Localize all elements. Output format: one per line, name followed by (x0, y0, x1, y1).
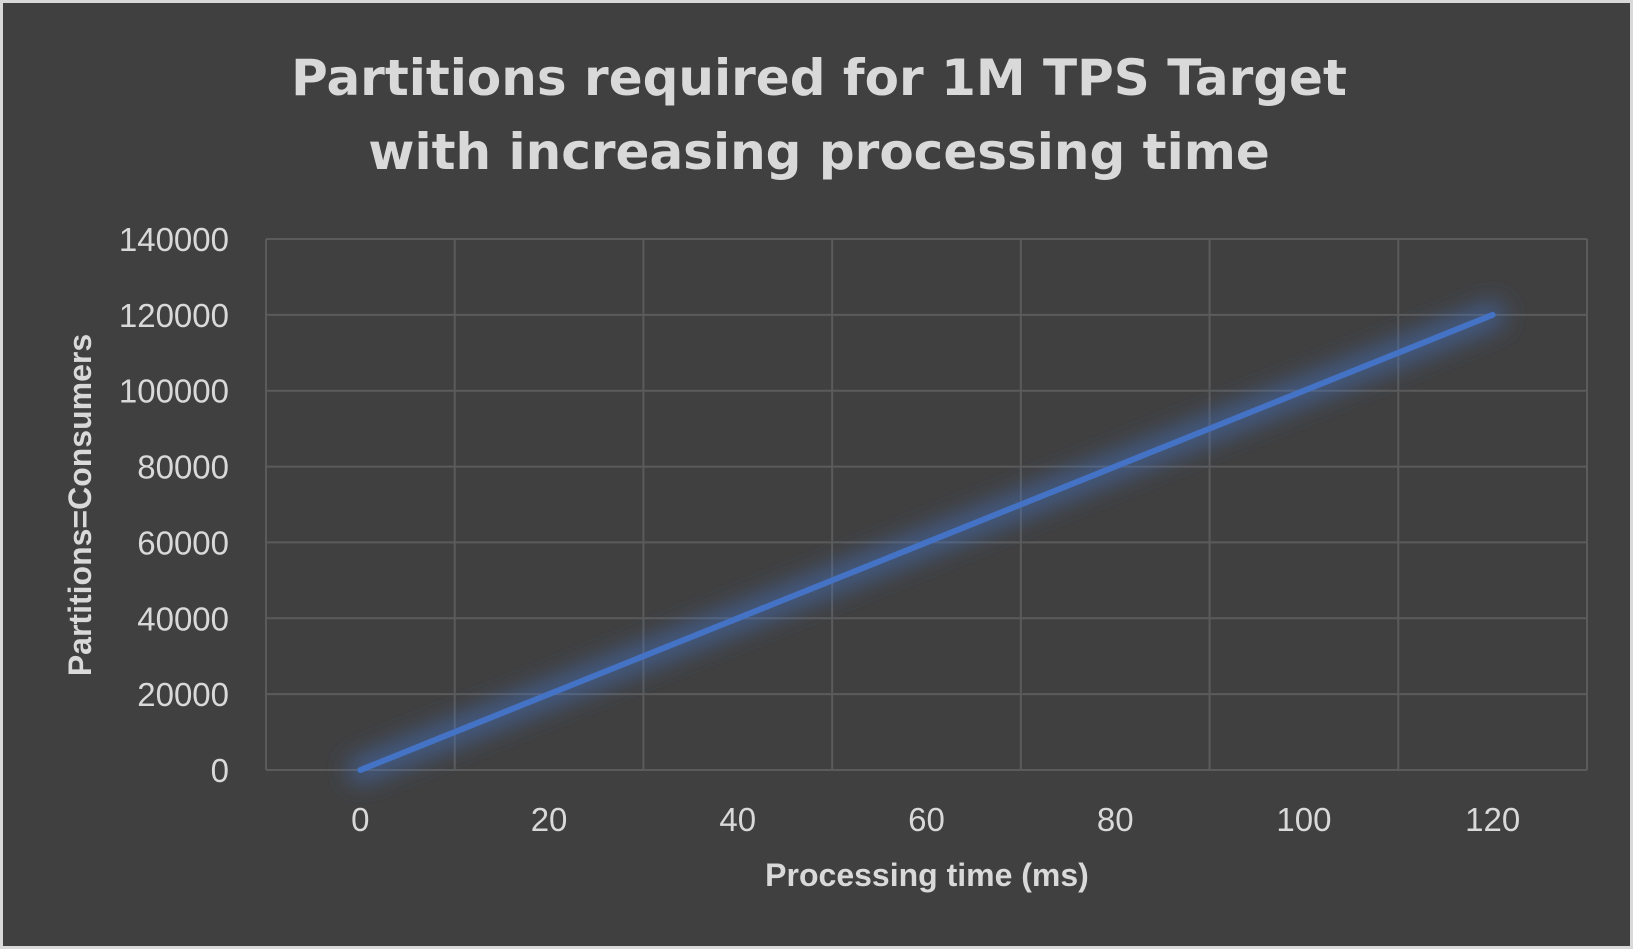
x-tick-label: 100 (1276, 801, 1331, 838)
y-tick-label: 140000 (119, 221, 229, 258)
x-axis-ticks: 0 20 40 60 80 100 120 (351, 801, 1520, 838)
x-tick-label: 20 (531, 801, 568, 838)
x-tick-label: 40 (719, 801, 756, 838)
y-tick-label: 20000 (137, 676, 229, 713)
x-tick-label: 80 (1097, 801, 1134, 838)
series-line (357, 311, 1496, 773)
y-axis-ticks: 0 20000 40000 60000 80000 100000 120000 140000 (119, 221, 229, 789)
y-tick-label: 40000 (137, 600, 229, 637)
y-tick-label: 120000 (119, 297, 229, 334)
chart-title-line-2: with increasing processing time (368, 123, 1269, 181)
y-tick-label: 60000 (137, 524, 229, 561)
y-tick-label: 0 (211, 752, 229, 789)
x-tick-label: 120 (1465, 801, 1520, 838)
y-tick-label: 80000 (137, 449, 229, 486)
chart-title-line-1: Partitions required for 1M TPS Target (291, 49, 1347, 107)
line-chart: Partitions required for 1M TPS Target wi… (62, 49, 1588, 893)
series-layer (347, 301, 1506, 783)
y-tick-label: 100000 (119, 373, 229, 410)
x-axis-title: Processing time (ms) (765, 857, 1089, 893)
y-axis-title: Partitions=Consumers (62, 334, 98, 676)
x-tick-label: 0 (351, 801, 369, 838)
x-tick-label: 60 (908, 801, 945, 838)
grid-lines (265, 238, 1588, 771)
